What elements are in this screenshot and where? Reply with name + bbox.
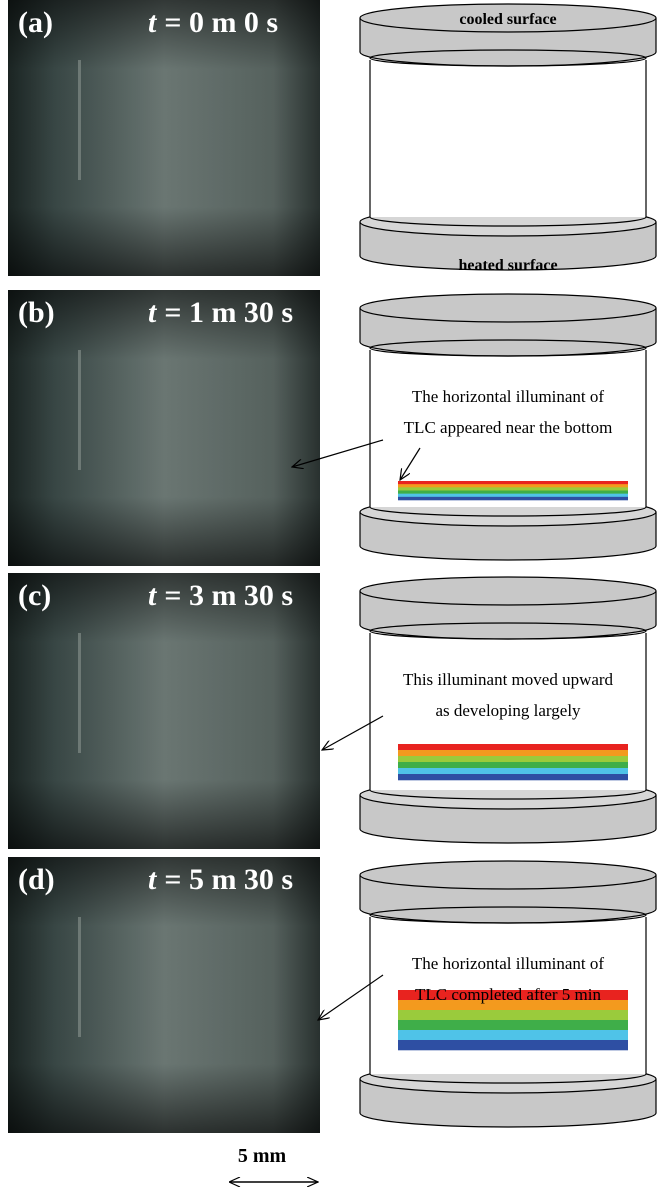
time-value: = 0 m 0 s (164, 6, 278, 39)
photo-glint (78, 917, 81, 1037)
cap-top (360, 577, 656, 605)
panel: (c) t= 3 m 30 s This illuminant moved upwa… (8, 573, 656, 849)
annotation: The horizontal illuminant of (412, 387, 604, 406)
annotation: TLC completed after 5 min (415, 985, 601, 1004)
bottom-label: heated surface (458, 257, 557, 274)
photo-shade (8, 290, 320, 566)
panel-label: (b) (18, 296, 55, 329)
tlc-stripe (398, 774, 628, 780)
tlc-stripe (398, 1040, 628, 1050)
figure: (a) t= 0 m 0 s cooled surface heated surfac… (0, 0, 658, 1193)
tlc-stripe (398, 481, 628, 484)
panel-label: (c) (18, 579, 51, 612)
photo-glint (78, 350, 81, 470)
tlc-stripe (398, 1030, 628, 1040)
photo-glint (78, 633, 81, 753)
time-label: t= 3 m 30 s (148, 579, 293, 612)
annotation: as developing largely (435, 701, 581, 720)
annotation: The horizontal illuminant of (412, 954, 604, 973)
time-label: t= 1 m 30 s (148, 296, 293, 329)
photo-glint (78, 60, 81, 180)
panel-label: (d) (18, 863, 55, 896)
scale-label: 5 mm (238, 1145, 287, 1167)
time-label: t= 5 m 30 s (148, 863, 293, 896)
tlc-stripe (398, 494, 628, 497)
tlc-stripe (398, 484, 628, 487)
photo-shade (8, 857, 320, 1133)
tlc-stripe (398, 756, 628, 762)
time-value: = 3 m 30 s (164, 579, 293, 612)
annotation: This illuminant moved upward (403, 670, 614, 689)
annotation: TLC appeared near the bottom (404, 418, 613, 437)
tlc-stripe (398, 497, 628, 500)
photo-shade (8, 573, 320, 849)
tlc-stripe (398, 1010, 628, 1020)
tlc-stripe (398, 768, 628, 774)
cap-top (360, 294, 656, 322)
vessel (370, 60, 646, 217)
time-label: t= 0 m 0 s (148, 6, 278, 39)
tlc-stripe (398, 1020, 628, 1030)
panel: (d) t= 5 m 30 s The horizontal illuminant … (8, 857, 656, 1133)
time-value: = 5 m 30 s (164, 863, 293, 896)
time-value: = 1 m 30 s (164, 296, 293, 329)
cap-top (360, 861, 656, 889)
panels: (a) t= 0 m 0 s cooled surface heated surfac… (8, 0, 656, 1133)
panel-label: (a) (18, 6, 53, 39)
panel: (a) t= 0 m 0 s cooled surface heated surfac… (8, 0, 656, 276)
tlc-stripe (398, 762, 628, 768)
top-label: cooled surface (459, 11, 556, 28)
tlc-stripe (398, 487, 628, 490)
tlc-stripe (398, 491, 628, 494)
tlc-stripe (398, 744, 628, 750)
panel: (b) t= 1 m 30 s The horizontal illuminant … (8, 290, 656, 566)
tlc-stripe (398, 750, 628, 756)
photo-shade (8, 0, 320, 276)
